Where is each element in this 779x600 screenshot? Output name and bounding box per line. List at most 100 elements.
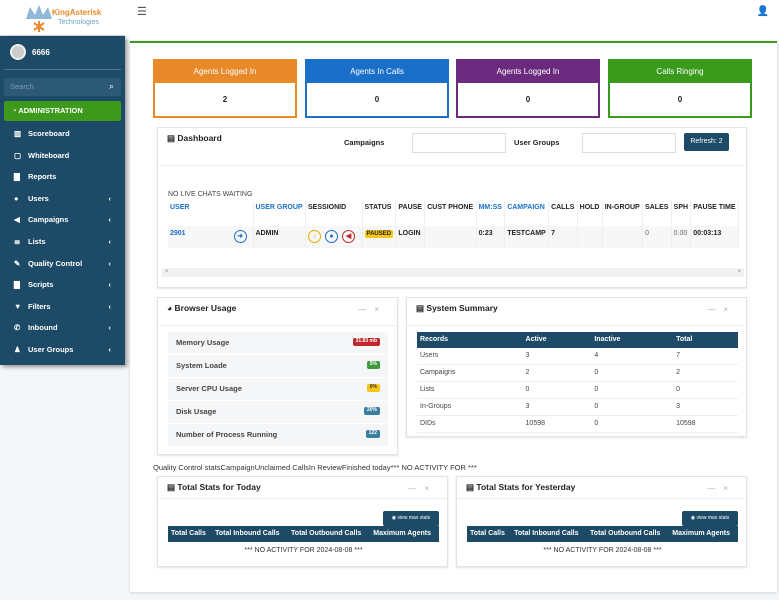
table-row: Lists 0 0 0 [417,381,738,400]
table-cell: In-Groups [417,398,523,417]
sidebar-item-label: Reports [28,172,57,182]
usage-label: Disk Usage [176,407,217,416]
sidebar-item-lists[interactable]: ≣ Lists ‹ [0,233,125,255]
user-group-cell: ADMIN [253,226,307,248]
table-cell: 2 [522,364,592,383]
usage-item: Number of Process Running 122 [168,424,388,446]
usage-badge: 0% [366,384,380,392]
column-header: Total Calls [168,526,213,543]
sidebar-item-campaigns[interactable]: ◀ Campaigns ‹ [0,211,125,233]
user-icon: ● [14,193,19,203]
edit-icon: ✎ [14,258,21,268]
bullhorn-icon: ◀ [14,215,20,225]
table-row: In-Groups 3 0 3 [417,398,738,417]
sidebar-item-scripts[interactable]: ▇ Scripts ‹ [0,276,125,298]
sidebar-item-reports[interactable]: ▇ Reports [0,168,125,190]
panel-tools[interactable]: —× [707,305,736,314]
avatar[interactable] [10,44,26,60]
campaign-cell: TESTCAMP [504,226,550,248]
chevron-left-icon: ‹ [108,301,112,311]
sidebar-item-filters[interactable]: ▼ Filters ‹ [0,298,125,320]
sidebar-item-administration[interactable]: ◔ ADMINISTRATION [4,101,121,121]
column-header[interactable]: USER GROUP [253,201,307,226]
user-icon[interactable]: 👤 [756,6,769,17]
column-header[interactable]: MM:SS [476,201,506,226]
table-icon: ▤ [167,482,176,492]
minimize-icon: — [358,305,375,314]
total-stats-table: Total Calls Total Inbound Calls Total Outb… [168,526,439,543]
panel-tools[interactable]: —× [707,484,736,493]
hamburger-icon[interactable]: ☰ [137,6,147,18]
table-cell: 10598 [522,415,592,434]
stat-label: Agents In Calls [307,61,447,83]
search-input[interactable]: Search ⌕ [4,78,121,96]
stat-card[interactable]: Agents Logged In 2 [153,59,297,118]
pause-cell: LOGIN [395,226,426,248]
sidebar-item-quality-control[interactable]: ✎ Quality Control ‹ [0,255,125,277]
sidebar-nav: ▥ Scoreboard ▢ Whiteboard ▇ Reports ● Users ‹ ◀ Ca… [0,125,125,363]
microphone-icon[interactable]: ● [325,230,339,243]
usage-badge: 31.83 mb [352,338,380,346]
stat-card[interactable]: Agents Logged In 0 [456,59,600,118]
column-header[interactable]: CAMPAIGN [504,201,550,226]
sidebar-item-whiteboard[interactable]: ▢ Whiteboard [0,147,125,169]
close-icon: × [374,305,387,314]
column-header: SESSIONID [305,201,363,226]
view-max-stats-button[interactable]: ◉ view max stats [682,511,738,526]
column-header: IN-GROUP [602,201,644,226]
search-icon[interactable]: ⌕ [108,81,114,91]
chevron-left-icon: ‹ [108,258,112,268]
sidebar-item-users[interactable]: ● Users ‹ [0,190,125,212]
sidebar-item-user-groups[interactable]: ♟ User Groups ‹ [0,341,125,363]
system-summary-title: ▤ System Summary [416,303,498,313]
column-header[interactable]: USER [168,201,254,226]
table-cell: 3 [673,398,738,417]
horizontal-scrollbar[interactable]: ◂ ▸ [162,268,744,277]
stat-card[interactable]: Agents In Calls 0 [305,59,449,118]
dashboard-title: ▤ Dashboard [167,133,222,143]
sidebar-item-label: Lists [28,236,46,246]
sidebar-item-scoreboard[interactable]: ▥ Scoreboard [0,125,125,147]
file-icon: ▇ [14,172,20,182]
panel-tools[interactable]: —× [408,484,437,493]
pause-time-cell: 00:03:13 [690,226,739,248]
total-stats-body: Total Calls Total Inbound Calls Total Outb… [168,526,439,555]
table-cell: 0 [522,381,592,400]
stat-label: Agents Logged In [155,61,295,83]
status-badge: PAUSED [364,230,394,238]
table-cell: 0 [591,381,674,400]
logout-icon[interactable]: ➜ [233,230,247,243]
usage-badge: 122 [365,430,380,438]
sidebar-item-inbound[interactable]: ✆ Inbound ‹ [0,319,125,341]
volume-icon[interactable]: ◀ [342,230,356,243]
table-row: DIDs 10598 0 10598 [417,415,738,434]
campaigns-label: Campaigns [344,138,385,147]
refresh-button[interactable]: Refresh: 2 [684,133,729,151]
stat-card[interactable]: Calls Ringing 0 [608,59,752,118]
listen-icon[interactable]: ♪ [308,230,322,243]
crown-logo-icon [26,5,52,32]
table-cell: 3 [522,398,592,417]
column-header: Inactive [591,332,674,349]
square-icon: ▢ [14,150,22,160]
view-max-stats-button[interactable]: ◉ view max stats [383,511,439,526]
usage-item: Memory Usage 31.83 mb [168,332,388,354]
total-stats-today-panel: ▤ Total Stats for Today —× ◉ view max st… [157,476,448,567]
table-cell: Lists [417,381,523,400]
table-row: Campaigns 2 0 2 [417,364,738,383]
user-groups-select[interactable] [582,133,676,153]
sidebar-item-label: Inbound [28,323,58,333]
column-header: Total Inbound Calls [511,526,588,543]
quality-control-stats: Quality Control statsCampaignUnclaimed C… [153,463,477,472]
table-row[interactable]: 2901 ➜ ADMIN ♪ ● ◀ PAUSED LOGIN 0:23 TESTCA… [168,226,739,248]
table-cell: Users [417,348,523,366]
logo[interactable]: KingAsterisk Technologies [0,0,125,36]
stat-value: 0 [677,95,683,104]
sidebar-item-label: Filters [28,301,51,311]
sidebar-item-label: Scripts [28,280,54,290]
panel-tools[interactable]: —× [358,305,387,314]
user-link[interactable]: 2901 [170,230,186,237]
eye-icon: ◉ [391,515,397,521]
table-cell: 2 [673,364,738,383]
campaigns-select[interactable] [412,133,506,153]
